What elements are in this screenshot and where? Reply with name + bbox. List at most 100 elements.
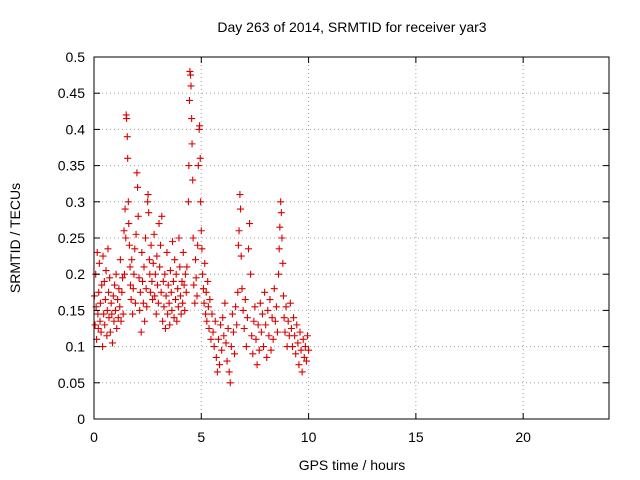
data-point <box>148 277 156 285</box>
data-point <box>300 353 308 361</box>
data-point <box>191 256 199 264</box>
y-tick-label: 0.15 <box>58 302 85 318</box>
data-point <box>247 270 255 278</box>
data-point <box>290 314 298 322</box>
data-point <box>123 115 131 123</box>
data-point <box>208 310 216 318</box>
data-point <box>173 317 181 325</box>
data-point <box>275 245 283 253</box>
data-point <box>277 209 285 217</box>
data-point <box>279 292 287 300</box>
data-point <box>190 281 198 289</box>
data-point <box>166 267 174 275</box>
data-point <box>299 335 307 343</box>
data-point <box>293 321 301 329</box>
data-point <box>249 350 257 358</box>
data-point <box>198 245 206 253</box>
data-point <box>250 317 258 325</box>
data-point <box>136 288 144 296</box>
data-point <box>196 154 204 162</box>
data-point <box>116 256 124 264</box>
data-point <box>176 292 184 300</box>
data-point <box>278 234 286 242</box>
data-point <box>203 317 211 325</box>
data-point <box>305 346 313 354</box>
data-point <box>176 263 184 271</box>
data-point <box>263 353 271 361</box>
data-point <box>220 332 228 340</box>
data-point <box>266 296 274 304</box>
data-point <box>106 328 114 336</box>
data-point <box>103 306 111 314</box>
data-point <box>142 234 149 242</box>
data-point <box>154 281 162 289</box>
data-point <box>156 263 164 271</box>
x-tick-label: 10 <box>301 429 317 445</box>
data-point <box>150 230 158 238</box>
data-point <box>197 227 205 235</box>
y-tick-label: 0.45 <box>58 85 85 101</box>
grid-lines <box>94 57 609 419</box>
data-point <box>172 270 180 278</box>
data-point <box>125 241 133 249</box>
data-point <box>211 317 219 325</box>
data-point <box>108 339 116 347</box>
data-point <box>192 274 200 282</box>
plot-frame <box>93 56 610 420</box>
data-point <box>175 234 183 242</box>
data-point <box>226 379 234 387</box>
data-point <box>186 67 194 75</box>
data-point <box>93 248 101 256</box>
data-point <box>144 191 152 199</box>
y-tick-label: 0.2 <box>66 266 86 282</box>
data-point <box>146 288 154 296</box>
data-point <box>145 209 153 217</box>
data-point <box>291 332 299 340</box>
axis-tick-labels: 0 0.05 0.1 0.15 0.2 0.25 0.3 0.35 0.4 0.45 0.5 0 5 10… <box>58 49 531 445</box>
data-point <box>135 274 143 282</box>
data-point <box>252 335 260 343</box>
data-point <box>94 325 102 332</box>
data-point <box>115 285 123 293</box>
data-point <box>158 212 166 220</box>
data-point <box>242 343 250 351</box>
data-point <box>180 281 188 289</box>
data-point <box>279 259 287 267</box>
data-point <box>138 277 146 285</box>
data-point <box>227 343 235 351</box>
data-point <box>131 245 139 253</box>
data-point <box>194 162 202 170</box>
data-point <box>169 238 177 246</box>
data-point <box>240 325 248 332</box>
data-point <box>213 368 221 376</box>
data-point <box>95 288 103 296</box>
data-point <box>229 328 237 336</box>
data-point <box>126 263 134 271</box>
data-point <box>304 332 312 340</box>
y-tick-label: 0.25 <box>58 230 85 246</box>
y-tick-label: 0.5 <box>66 49 86 65</box>
data-point <box>294 339 302 347</box>
data-point <box>292 350 300 358</box>
data-point <box>188 140 196 148</box>
data-point <box>185 96 193 104</box>
data-point <box>98 281 106 289</box>
data-point <box>165 299 173 307</box>
data-point <box>258 310 266 318</box>
data-point <box>164 310 172 318</box>
data-point <box>224 325 232 332</box>
data-point <box>272 303 280 311</box>
chart-title: Day 263 of 2014, SRMTID for receiver yar… <box>217 19 486 35</box>
x-tick-label: 0 <box>90 429 98 445</box>
data-point <box>130 270 138 278</box>
y-tick-label: 0.3 <box>66 194 86 210</box>
data-point <box>223 357 231 365</box>
data-point <box>109 292 117 300</box>
data-point <box>284 317 292 325</box>
data-point <box>183 263 191 271</box>
data-point <box>149 296 157 304</box>
data-point <box>97 328 105 336</box>
data-point <box>237 205 245 213</box>
data-point <box>214 335 222 343</box>
